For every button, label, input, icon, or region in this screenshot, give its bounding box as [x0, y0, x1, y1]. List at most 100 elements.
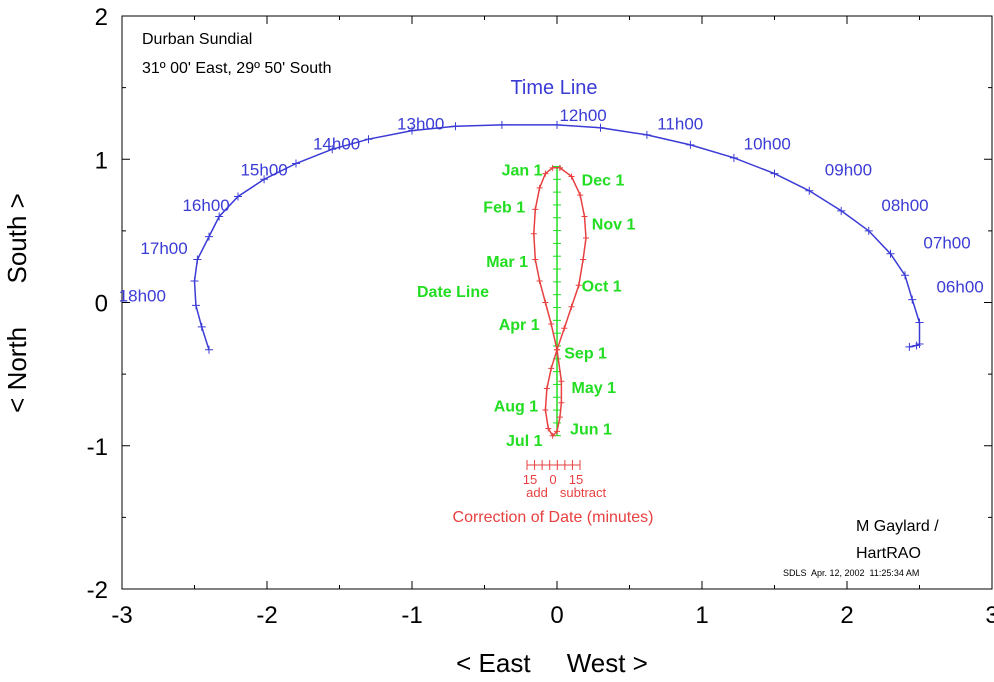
date-line-title: Date Line	[417, 284, 489, 301]
x-tick-label: -2	[256, 602, 277, 629]
x-axis-title: < East West >	[456, 648, 648, 678]
series-point-marker	[549, 432, 556, 439]
x-tick-label: -1	[401, 602, 422, 629]
correction-title: Correction of Date (minutes)	[453, 509, 654, 526]
series-point-marker	[556, 164, 563, 171]
x-tick-label: 0	[550, 602, 563, 629]
date-label: Jun 1	[570, 422, 612, 439]
series-point-marker	[686, 140, 695, 149]
time-label: 13h00	[397, 114, 444, 133]
series-point-marker	[554, 428, 560, 435]
y-tick-label: 0	[95, 291, 108, 318]
series-point-marker	[556, 414, 563, 421]
series-point-marker	[575, 282, 582, 289]
x-tick-label: 2	[840, 602, 853, 629]
time-label: 07h00	[923, 233, 970, 252]
author-line-2: HartRAO	[856, 545, 921, 562]
date-label: May 1	[572, 380, 617, 397]
date-label: Apr 1	[499, 317, 540, 334]
series-point-marker	[548, 365, 555, 372]
correction-add-label: add	[526, 485, 548, 500]
date-label: Oct 1	[582, 278, 622, 295]
y-tick-label: -2	[87, 577, 108, 604]
time-label: 08h00	[881, 196, 928, 215]
series-point-marker	[558, 399, 565, 406]
series-point-marker	[545, 425, 552, 432]
y-axis-title: < North South >	[2, 193, 32, 413]
time-label: 17h00	[140, 239, 187, 258]
y-tick-label: 2	[95, 4, 108, 31]
series-point-marker	[191, 301, 200, 310]
correction-scale: 15 0 15 add subtract Correction of Date …	[453, 460, 654, 526]
time-label: 16h00	[182, 196, 229, 215]
series-point-marker	[554, 346, 560, 353]
series-point-marker	[581, 213, 588, 220]
series-point-marker	[915, 318, 924, 327]
series-point-marker	[536, 184, 543, 191]
series-point-marker	[190, 277, 199, 286]
time-line-title: Time Line	[510, 77, 597, 99]
series-point-marker	[193, 255, 202, 264]
series-point-marker	[558, 378, 565, 385]
series-point-marker	[205, 232, 213, 241]
time-label: 09h00	[825, 160, 872, 179]
x-tick-label: 3	[985, 602, 994, 629]
series-point-marker	[729, 153, 738, 162]
correction-tick-center: 0	[549, 472, 556, 487]
time-label: 11h00	[657, 114, 703, 133]
correction-tick-right: 15	[569, 472, 583, 487]
series-point-marker	[364, 135, 373, 144]
series-point-marker	[886, 249, 895, 258]
chart-subtitle: 31º 00' East, 29º 50' South	[142, 60, 331, 77]
series-point-marker	[901, 271, 909, 280]
correction-subtract-label: subtract	[560, 485, 607, 500]
series-point-marker	[530, 230, 537, 237]
series-point-marker	[561, 325, 568, 332]
date-label: Mar 1	[486, 254, 528, 271]
analemma-series	[533, 167, 587, 437]
series-point-marker	[912, 341, 921, 350]
series-point-marker	[770, 169, 779, 178]
series-point-marker	[548, 320, 555, 327]
time-label: 06h00	[936, 278, 983, 297]
series-point-marker	[542, 299, 549, 306]
labels-layer: 12h00 13h00 14h00 15h00 16h00 17h00 18h00 11h00…	[119, 106, 984, 450]
series-point-marker	[642, 130, 651, 139]
date-label: Jul 1	[506, 433, 543, 450]
series-point-marker	[260, 175, 269, 184]
footer-stamp: SDLS Apr. 12, 2002 11:25:34 AM	[783, 568, 919, 578]
date-label: Feb 1	[483, 200, 525, 217]
time-label: 15h00	[240, 160, 287, 179]
date-label: Sep 1	[564, 346, 607, 363]
series-point-marker	[542, 170, 549, 177]
time-label: 18h00	[119, 286, 166, 305]
series-point-marker	[205, 345, 213, 354]
series-point-marker	[905, 342, 914, 351]
series-point-marker	[553, 120, 561, 129]
series-point-marker	[536, 278, 543, 285]
series-point-marker	[549, 164, 556, 171]
series-point-marker	[837, 206, 846, 215]
chart-title: Durban Sundial	[142, 31, 252, 48]
series-point-marker	[234, 192, 242, 201]
series-point-marker	[197, 322, 206, 331]
time-label: 10h00	[744, 134, 791, 153]
series-point-marker	[451, 122, 460, 131]
series-point-marker	[577, 192, 584, 199]
series-point-marker	[532, 206, 539, 213]
correction-scale-ticks	[526, 460, 581, 470]
series-point-marker	[328, 145, 337, 154]
date-label: Jan 1	[502, 162, 543, 179]
y-axis-ticks: 2 1 0 -1 -2	[87, 4, 992, 604]
series-point-marker	[292, 159, 300, 168]
series-point-marker	[908, 295, 917, 304]
series-point-marker	[805, 186, 814, 195]
x-tick-label: 1	[695, 602, 708, 629]
series-point-marker	[215, 212, 224, 221]
x-tick-label: -3	[111, 602, 132, 629]
time-label: 14h00	[313, 134, 360, 153]
series-point-marker	[596, 123, 605, 132]
date-label: Nov 1	[592, 217, 636, 234]
series-point-marker	[580, 256, 587, 263]
